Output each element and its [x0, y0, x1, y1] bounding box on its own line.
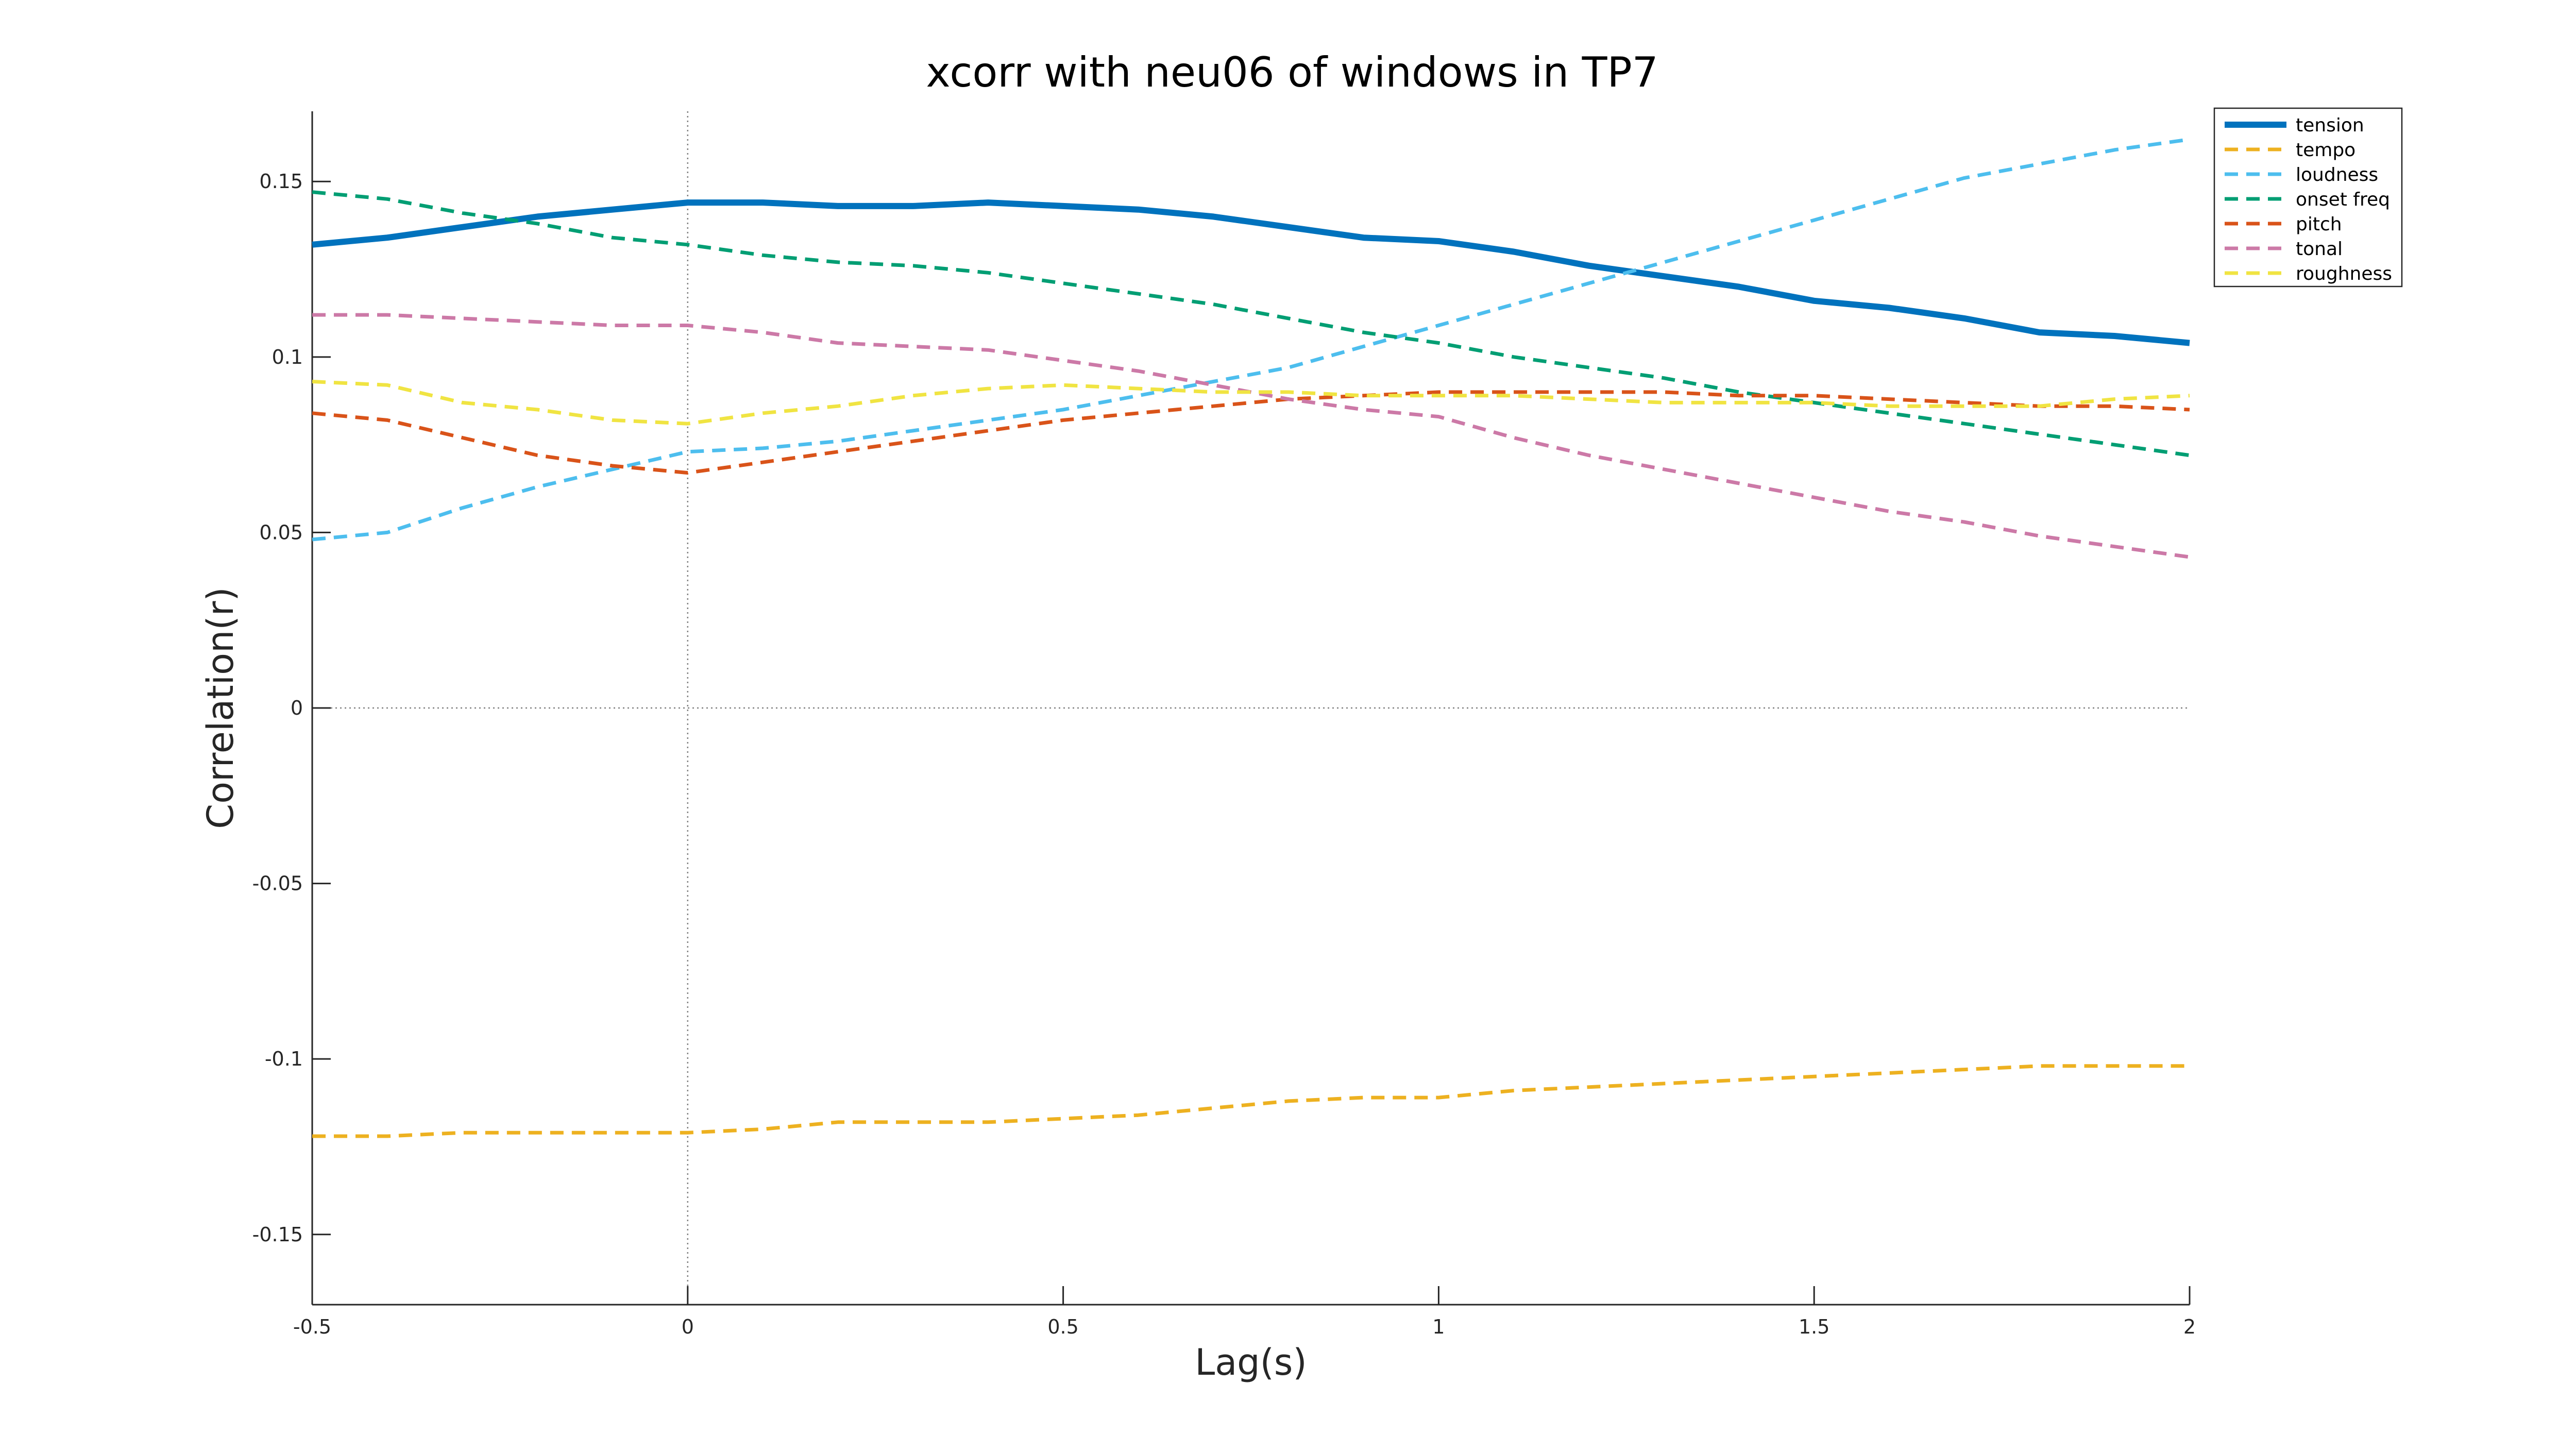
x-tick-label: 0 [682, 1315, 694, 1338]
legend-label-tempo: tempo [2296, 140, 2355, 161]
series-line-tension [312, 199, 2190, 346]
series-line-pitch [312, 390, 2190, 475]
series-line-tempo [312, 1064, 2190, 1138]
x-tick-label: 1.5 [1799, 1315, 1829, 1338]
plot-area: -0.5 0 0.5 1 1.5 2 -0.15 -0.1 -0.05 0 0.05 0.1 0.15 [252, 111, 2196, 1338]
y-tick-label: -0.05 [252, 872, 303, 895]
legend-box [2213, 107, 2403, 288]
legend: tension tempo loudness onset freq pitch tonal… [2213, 107, 2403, 288]
y-tick-label: 0 [291, 697, 303, 719]
legend-label-tonal: tonal [2296, 239, 2343, 260]
legend-label-pitch: pitch [2296, 214, 2342, 235]
x-tick-label: 1 [1432, 1315, 1445, 1338]
legend-label-roughness: roughness [2296, 263, 2392, 284]
y-tick-label: 0.05 [259, 521, 303, 544]
series-line-loudness [312, 138, 2190, 542]
x-tick-label: 2 [2183, 1315, 2196, 1338]
y-tick-label: 0.15 [259, 170, 303, 193]
x-tick-label: -0.5 [293, 1315, 331, 1338]
legend-label-loudness: loudness [2296, 164, 2378, 185]
legend-label-tension: tension [2296, 115, 2364, 136]
y-tick-label: -0.1 [265, 1048, 303, 1070]
legend-label-onset-freq: onset freq [2296, 189, 2390, 210]
y-ticks: -0.15 -0.1 -0.05 0 0.05 0.1 0.15 [252, 170, 331, 1246]
x-ticks: -0.5 0 0.5 1 1.5 2 [293, 1286, 2196, 1338]
series-line-tonal [312, 313, 2190, 559]
x-tick-label: 0.5 [1047, 1315, 1078, 1338]
y-tick-label: -0.15 [252, 1223, 303, 1246]
x-axis-label: Lag(s) [1195, 1341, 1307, 1383]
y-axis-label: Correlation(r) [199, 587, 242, 829]
series-line-onset-freq [312, 190, 2190, 458]
series-lines [312, 138, 2190, 1138]
series-line-roughness [312, 380, 2190, 426]
y-tick-label: 0.1 [272, 346, 303, 368]
chart-title: xcorr with neu06 of windows in TP7 [926, 48, 1658, 96]
